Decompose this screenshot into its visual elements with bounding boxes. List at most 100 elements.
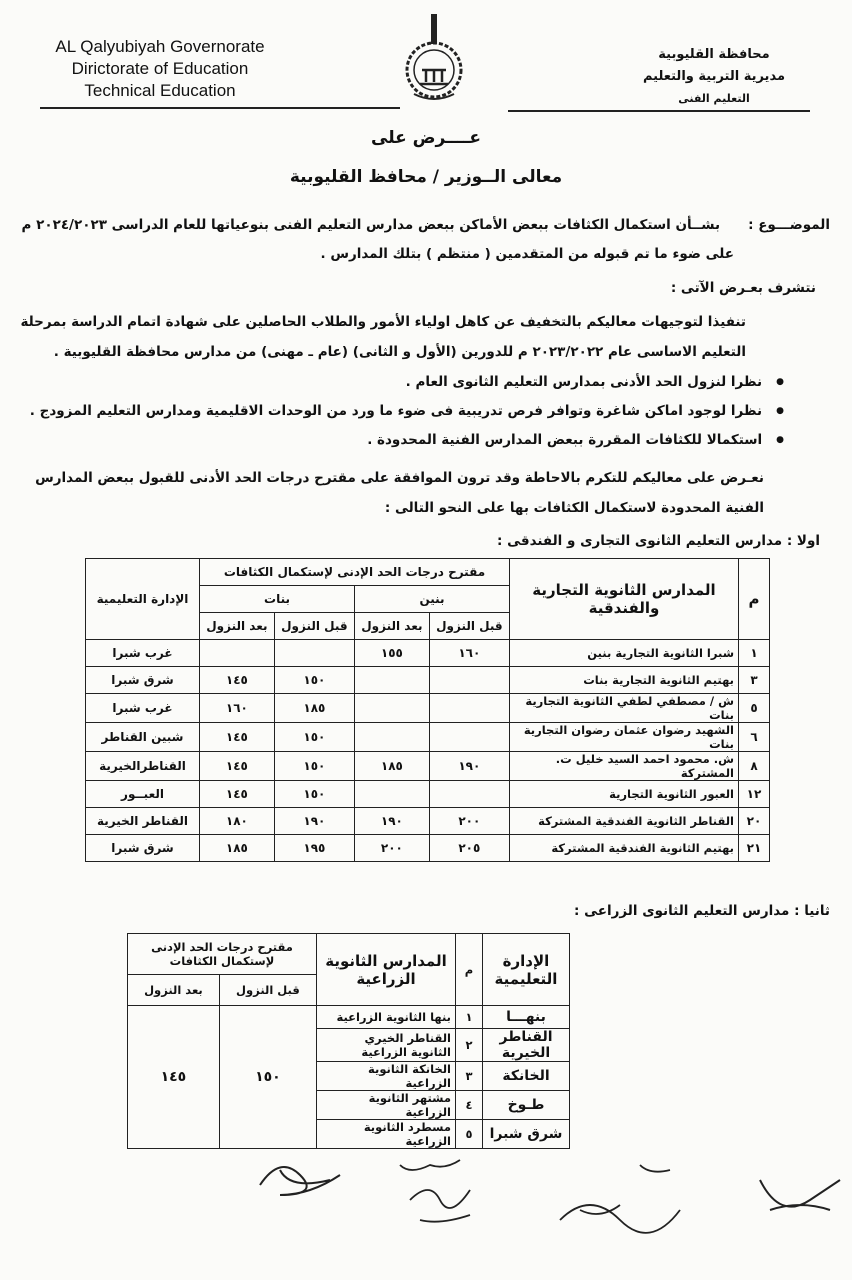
idara: شرق شبرا xyxy=(85,666,200,694)
boys-after xyxy=(354,780,430,808)
school-name: مشتهر الثانوية الزراعية xyxy=(316,1090,456,1120)
girls-before xyxy=(273,639,356,667)
school-name: بنها الثانوية الزراعية xyxy=(316,1005,456,1029)
header-girls-before: قبل النزول xyxy=(273,612,356,640)
girls-after: ١٨٠ xyxy=(199,807,275,835)
table-row: ٦ الشهيد رضوان عثمان رضوان التجارية بنات ١… xyxy=(85,722,770,752)
idara: القناطرالخيرية xyxy=(85,751,200,781)
directorate-en: Dirictorate of Education xyxy=(71,59,249,78)
girls-before: ١٩٥ xyxy=(273,834,356,862)
bullet-2: نظرا لوجود اماكن شاغرة وتوافر فرص تدريبي… xyxy=(30,398,784,427)
commercial-schools-table: م المدارس الثانوية التجارية والفندقية مق… xyxy=(85,558,770,862)
table-row: بنهـــا ١ بنها الثانوية الزراعية ١٥٠ ١٤٥ xyxy=(127,1005,570,1149)
subject-line2: على ضوء ما تم قبوله من المتقدمين ( منتظم… xyxy=(320,246,734,262)
school-name: القناطر الخيري الثانوية الزراعية xyxy=(316,1028,456,1062)
idara: غرب شبرا xyxy=(85,693,200,723)
school-name: ش / مصطفي لطفي الثانوية التجارية بنات xyxy=(509,693,739,723)
boys-before: ١٩٠ xyxy=(428,751,511,781)
subject: الموضـــوع : بشــأن استكمال الكثافات ببعض… xyxy=(16,212,830,239)
row-num: ٢ xyxy=(455,1028,483,1062)
idara: الخانكة xyxy=(482,1061,570,1091)
girls-after: ١٤٥ xyxy=(199,722,275,752)
school-name: الشهيد رضوان عثمان رضوان التجارية بنات xyxy=(509,722,739,752)
arabic-letterhead: محافظة القليوبية مديرية التربية والتعليم… xyxy=(634,44,794,110)
idara: غرب شبرا xyxy=(85,639,200,667)
boys-before xyxy=(428,666,511,694)
row-num: ٥ xyxy=(455,1119,483,1149)
row-num: ١٢ xyxy=(738,780,770,808)
row-num: ٢٠ xyxy=(738,807,770,835)
boys-after: ١٩٠ xyxy=(354,807,430,835)
boys-before: ١٦٠ xyxy=(428,639,511,667)
header-idara: الإدارة التعليمية xyxy=(85,558,200,640)
boys-after: ١٥٥ xyxy=(354,639,430,667)
girls-before: ١٥٠ xyxy=(273,751,356,781)
school-name: بهتيم الثانوية الفندقية المشتركة xyxy=(509,834,739,862)
idara: شبين القناطر xyxy=(85,722,200,752)
emblem-logo xyxy=(405,14,463,100)
header-rule-left xyxy=(40,107,400,109)
agricultural-schools-table: الإدارة التعليمية م المدارس الثانوية الز… xyxy=(127,933,570,1149)
header-num: م xyxy=(738,558,770,640)
table-row: القناطر الخيرية ٢ القناطر الخيري الثانوية … xyxy=(128,1028,570,1062)
row-num: ٣ xyxy=(455,1061,483,1091)
department-en: Technical Education xyxy=(84,81,236,100)
girls-before: ١٥٠ xyxy=(273,780,356,808)
table-row: طـوخ ٤ مشتهر الثانوية الزراعية xyxy=(128,1090,570,1120)
header-before: قبل النزول xyxy=(218,974,318,1006)
girls-after: ١٤٥ xyxy=(199,751,275,781)
section2-title: ثانيا : مدارس التعليم الثانوى الزراعى : xyxy=(574,903,830,919)
row-num: ٦ xyxy=(738,722,770,752)
row-num: ٥ xyxy=(738,693,770,723)
row-num: ٢١ xyxy=(738,834,770,862)
table-row: شرق شبرا ٥ مسطرد الثانوية الزراعية xyxy=(128,1119,570,1149)
department-ar: التعليم الفنى xyxy=(678,92,750,105)
idara: القناطر الخيرية xyxy=(482,1028,570,1062)
school-name: ش. محمود احمد السيد خليل ت. المشتركة xyxy=(509,751,739,781)
table-row: الخانكة ٣ الخانكة الثانوية الزراعية xyxy=(128,1061,570,1091)
bullet-1: نظرا لنزول الحد الأدنى بمدارس التعليم ال… xyxy=(406,369,784,398)
school-name: الخانكة الثانوية الزراعية xyxy=(316,1061,456,1091)
boys-after xyxy=(354,722,430,752)
girls-after: ١٦٠ xyxy=(199,693,275,723)
table-row: ١ شبرا الثانوية التجارية بنين ١٦٠ ١٥٥ غرب شب… xyxy=(85,639,770,667)
paragraph-2: نعـرض على معاليكم للتكرم بالاحاطة وقد تر… xyxy=(35,470,764,516)
table-row: ٢٠ القناطر الثانوية الفندقية المشتركة ٢٠٠ ١… xyxy=(85,807,770,835)
idara: القناطر الخيرية xyxy=(85,807,200,835)
header-boys: بنين xyxy=(354,585,510,613)
header-proposal: مقترح درجات الحد الإدنى لإستكمال الكثافا… xyxy=(127,933,317,975)
girls-before: ١٥٠ xyxy=(273,666,356,694)
boys-before xyxy=(428,693,511,723)
english-letterhead: AL Qalyubiyah Governorate Dirictorate of… xyxy=(40,36,280,102)
header-girls: بنات xyxy=(198,585,356,613)
header-proposal: مقترح درجات الحد الإدنى لإستكمال الكثافا… xyxy=(199,558,510,586)
table-row: ١٢ العبور الثانوية التجارية ١٥٠ ١٤٥ العبــور xyxy=(85,780,770,808)
addressee-line1: عــــرض على xyxy=(371,128,481,148)
row-num: ٣ xyxy=(738,666,770,694)
boys-before: ٢٠٥ xyxy=(428,834,511,862)
idara: طـوخ xyxy=(482,1090,570,1120)
school-name: العبور الثانوية التجارية xyxy=(509,780,739,808)
girls-after: ١٤٥ xyxy=(199,780,275,808)
subject-line1: بشــأن استكمال الكثافات ببعض الأماكن ببع… xyxy=(21,217,721,233)
girls-before: ١٩٠ xyxy=(273,807,356,835)
boys-after xyxy=(354,666,430,694)
governorate-ar: محافظة القليوبية xyxy=(658,47,770,62)
bullet-3: استكمالا للكثافات المقررة ببعض المدارس ا… xyxy=(367,427,784,456)
signature-2 xyxy=(399,1159,471,1223)
governorate-en: AL Qalyubiyah Governorate xyxy=(55,37,265,56)
paragraph-1: تنفيذا لتوجيهات معاليكم بالتخفيف عن كاهل… xyxy=(20,314,746,360)
boys-after xyxy=(354,693,430,723)
intro: نتشرف بعـرض الآتى : xyxy=(670,280,816,296)
header-after: بعد النزول xyxy=(127,974,220,1006)
girls-before: ١٥٠ xyxy=(273,722,356,752)
boys-before xyxy=(428,722,511,752)
girls-after xyxy=(199,639,275,667)
section1-title: اولا : مدارس التعليم الثانوى التجارى و ا… xyxy=(496,533,820,549)
header-girls-after: بعد النزول xyxy=(199,612,275,640)
signature-1 xyxy=(259,1166,341,1196)
row-num: ٨ xyxy=(738,751,770,781)
signature-4 xyxy=(759,1179,841,1211)
school-name: القناطر الثانوية الفندقية المشتركة xyxy=(509,807,739,835)
